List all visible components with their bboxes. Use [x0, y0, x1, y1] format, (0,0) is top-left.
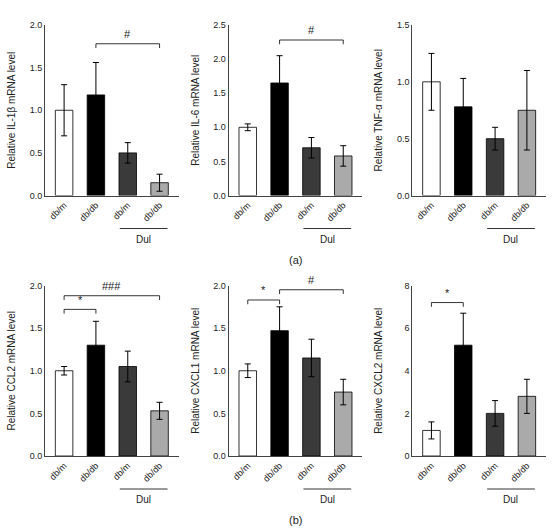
svg-text:db/db: db/db — [78, 461, 101, 484]
svg-text:db/db: db/db — [78, 200, 101, 223]
svg-text:db/m: db/m — [295, 461, 316, 482]
svg-text:db/m: db/m — [295, 200, 316, 221]
svg-text:db/m: db/m — [231, 200, 252, 221]
svg-text:1.5: 1.5 — [397, 20, 410, 30]
svg-text:1.5: 1.5 — [30, 323, 43, 333]
svg-text:1.0: 1.0 — [30, 366, 43, 376]
svg-text:1.5: 1.5 — [30, 63, 43, 73]
svg-text:db/db: db/db — [141, 461, 164, 484]
svg-text:db/db: db/db — [508, 200, 531, 223]
svg-text:*: * — [261, 284, 266, 296]
svg-text:#: # — [124, 28, 131, 40]
svg-text:4: 4 — [405, 366, 410, 376]
svg-text:Relative CXCL2 mRNA level: Relative CXCL2 mRNA level — [373, 308, 384, 434]
svg-text:1.0: 1.0 — [213, 366, 226, 376]
svg-text:1.0: 1.0 — [213, 122, 226, 132]
svg-text:0: 0 — [405, 451, 410, 461]
svg-text:2.5: 2.5 — [213, 20, 226, 30]
svg-text:db/db: db/db — [445, 461, 468, 484]
svg-text:Relative CXCL1 mRNA level: Relative CXCL1 mRNA level — [190, 308, 201, 434]
svg-text:0.0: 0.0 — [213, 451, 226, 461]
svg-text:(b): (b) — [289, 514, 302, 526]
svg-text:6: 6 — [405, 323, 410, 333]
svg-text:2: 2 — [405, 409, 410, 419]
svg-text:0.0: 0.0 — [213, 191, 226, 201]
svg-text:db/m: db/m — [415, 461, 436, 482]
svg-text:db/db: db/db — [445, 200, 468, 223]
svg-text:0.5: 0.5 — [213, 157, 226, 167]
svg-text:0.0: 0.0 — [30, 451, 43, 461]
svg-text:Relative IL-6 mRNA level: Relative IL-6 mRNA level — [190, 55, 201, 166]
svg-text:Dul: Dul — [136, 494, 151, 505]
svg-text:Dul: Dul — [503, 234, 518, 245]
svg-text:(a): (a) — [289, 254, 302, 266]
svg-text:Relative TNF-α mRNA level: Relative TNF-α mRNA level — [373, 49, 384, 171]
svg-text:db/m: db/m — [415, 200, 436, 221]
svg-text:db/db: db/db — [325, 200, 348, 223]
svg-text:db/m: db/m — [478, 200, 499, 221]
svg-text:1.0: 1.0 — [30, 105, 43, 115]
svg-text:2.0: 2.0 — [213, 54, 226, 64]
svg-text:1.0: 1.0 — [397, 77, 410, 87]
svg-text:db/m: db/m — [231, 461, 252, 482]
svg-text:db/db: db/db — [141, 200, 164, 223]
svg-text:*: * — [445, 287, 450, 299]
svg-text:db/db: db/db — [325, 461, 348, 484]
svg-text:Dul: Dul — [503, 494, 518, 505]
svg-text:db/db: db/db — [508, 461, 531, 484]
svg-text:Relative IL-1β mRNA level: Relative IL-1β mRNA level — [6, 52, 17, 169]
svg-text:0.0: 0.0 — [397, 191, 410, 201]
svg-text:#: # — [308, 274, 315, 286]
svg-text:0.5: 0.5 — [213, 409, 226, 419]
svg-text:db/m: db/m — [111, 200, 132, 221]
svg-text:db/m: db/m — [478, 461, 499, 482]
svg-text:1.5: 1.5 — [213, 88, 226, 98]
svg-text:0.5: 0.5 — [30, 409, 43, 419]
svg-text:Relative CCL2 mRNA level: Relative CCL2 mRNA level — [6, 311, 17, 431]
svg-text:Dul: Dul — [320, 494, 335, 505]
svg-text:db/db: db/db — [261, 200, 284, 223]
svg-text:8: 8 — [405, 281, 410, 291]
svg-text:Dul: Dul — [320, 234, 335, 245]
svg-text:db/m: db/m — [111, 461, 132, 482]
svg-text:1.5: 1.5 — [213, 323, 226, 333]
svg-text:0.5: 0.5 — [30, 148, 43, 158]
svg-text:2.0: 2.0 — [30, 281, 43, 291]
svg-text:db/db: db/db — [261, 461, 284, 484]
svg-text:db/m: db/m — [47, 461, 68, 482]
svg-text:0.5: 0.5 — [397, 134, 410, 144]
svg-text:Dul: Dul — [136, 234, 151, 245]
svg-text:2.0: 2.0 — [30, 20, 43, 30]
svg-text:db/m: db/m — [47, 200, 68, 221]
svg-text:0.0: 0.0 — [30, 191, 43, 201]
svg-text:2.0: 2.0 — [213, 281, 226, 291]
svg-text:*: * — [78, 294, 83, 306]
svg-text:#: # — [308, 24, 315, 36]
svg-text:###: ### — [102, 280, 121, 292]
